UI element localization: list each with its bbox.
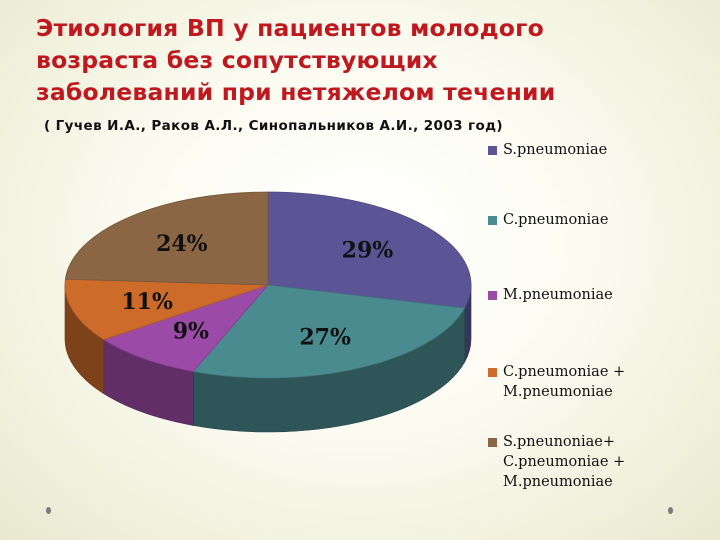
legend-label-line: M.pneumoniae: [503, 287, 613, 303]
page-title: Этиология ВП у пациентов молодого возрас…: [36, 12, 696, 108]
legend-swatch: [488, 368, 497, 377]
legend-label-line: C.pneumoniae +: [503, 454, 626, 470]
legend-label-line: S.pneunoniae+: [503, 434, 615, 450]
legend-swatch: [488, 146, 497, 155]
pie-slice-m-pneumoniae: [102, 284, 270, 372]
legend-label-line: C.pneumoniae: [503, 212, 609, 228]
pie-slice-c-pneumoniae-m-pneumoniae: [64, 278, 269, 341]
legend-item: C.pneumoniae: [488, 210, 688, 230]
legend-swatch: [488, 216, 497, 225]
pie-labels: 29% 27% 9%11% 24%: [121, 231, 393, 350]
pie-slice-s-pneunoniae-c-pneumoniae-m-pneumoniae: [64, 191, 269, 286]
legend-label: C.pneumoniae + M.pneumoniae: [488, 362, 688, 402]
legend-label-line: M.pneumoniae: [503, 474, 613, 490]
legend-label-line: C.pneumoniae +: [503, 364, 626, 380]
data-label-c-pneumoniae-m-pneumoniae: 11%: [121, 289, 173, 315]
page-subtitle: ( Гучев И.А., Раков А.Л., Синопальников …: [44, 118, 504, 134]
legend-label: S.pneumoniae: [488, 140, 688, 160]
pie-tops: [64, 191, 472, 379]
legend-label: M.pneumoniae: [488, 285, 688, 305]
data-label-s-pneunoniae-c-pneumoniae-m-pneumoniae: 24%: [156, 231, 208, 257]
title-line: возраста без сопутствующих: [36, 46, 438, 74]
legend-label: S.pneunoniae+ C.pneumoniae + M.pneumoniae: [488, 432, 688, 492]
legend-item: C.pneumoniae + M.pneumoniae: [488, 362, 688, 402]
data-label-m-pneumoniae: 9%: [173, 319, 209, 345]
legend-item: M.pneumoniae: [488, 285, 688, 305]
legend-swatch: [488, 291, 497, 300]
legend-item: S.pneumoniae: [488, 140, 688, 160]
slide-bullet-left: [46, 507, 51, 514]
legend-item: S.pneunoniae+ C.pneumoniae + M.pneumoniae: [488, 432, 688, 492]
slide-bullet-right: [668, 507, 673, 514]
legend-label-line: S.pneumoniae: [503, 142, 608, 158]
pie-slice-s-pneumoniae: [267, 191, 472, 309]
pie-slice-c-pneumoniae: [192, 284, 466, 379]
data-label-s-pneumoniae: 29%: [342, 238, 394, 264]
title-line: заболеваний при нетяжелом течении: [36, 78, 556, 106]
legend-label-line: M.pneumoniae: [503, 384, 613, 400]
legend-label: C.pneumoniae: [488, 210, 688, 230]
title-line: Этиология ВП у пациентов молодого: [36, 14, 544, 42]
data-label-c-pneumoniae: 27%: [299, 324, 351, 350]
legend-swatch: [488, 438, 497, 447]
